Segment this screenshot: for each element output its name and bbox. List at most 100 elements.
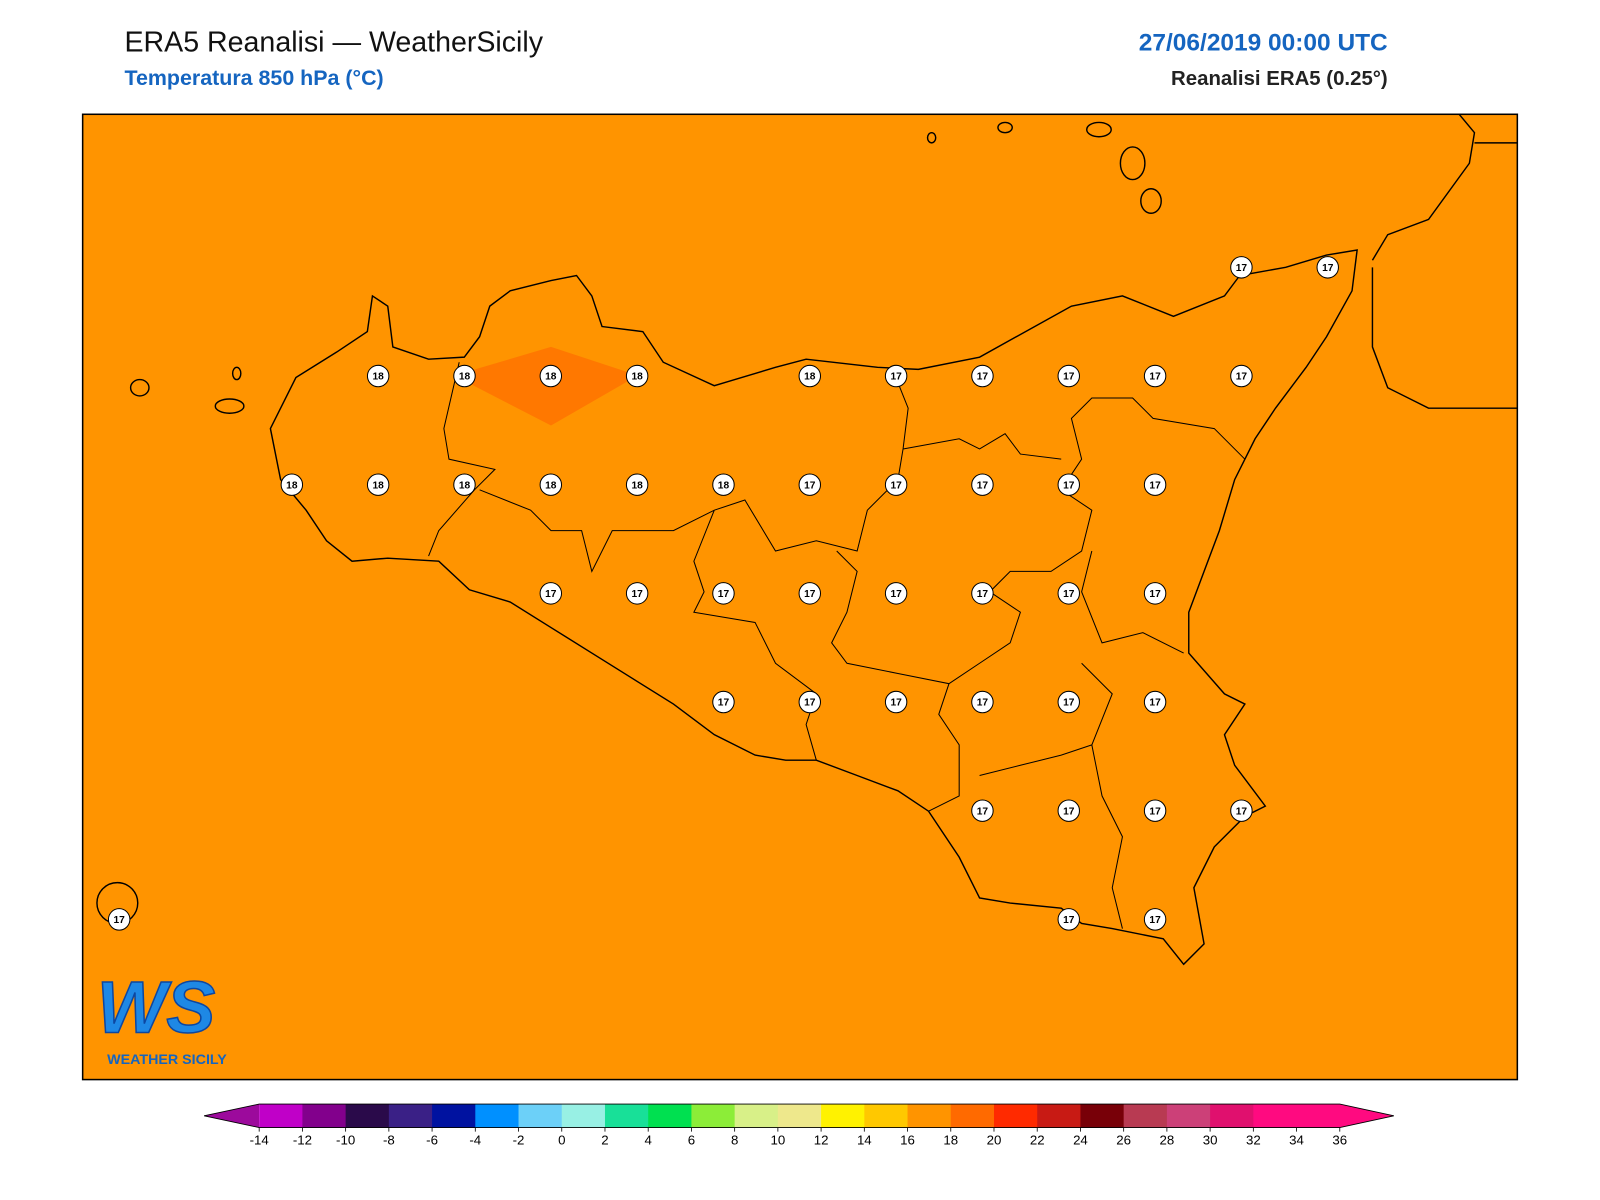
station-marker (971, 799, 994, 822)
station-value: 17 (977, 806, 989, 817)
station-marker (971, 690, 994, 714)
station-value: 17 (1236, 263, 1248, 274)
colorbar-segment (777, 1104, 822, 1128)
colorbar-segment (1080, 1104, 1125, 1128)
station-marker (884, 582, 908, 605)
station-value: 17 (1149, 480, 1161, 491)
station-marker (539, 364, 563, 388)
colorbar-segment (648, 1104, 692, 1128)
subtitle: Temperatura 850 hPa (°C) (124, 66, 383, 90)
colorbar-segment (518, 1104, 563, 1128)
stations: 17 17 18 18 18 18 18 17 17 17 17 17 18 18 18 18 18 18 17 17… (107, 256, 1339, 931)
station-value: 17 (545, 589, 557, 600)
colorbar-tick-label: 10 (770, 1132, 785, 1147)
colorbar-segment (864, 1104, 909, 1128)
station-marker (1230, 256, 1253, 279)
warm-patch (454, 346, 638, 426)
station-value: 17 (718, 698, 730, 709)
island (1119, 146, 1146, 181)
colorbar-segment (1210, 1104, 1254, 1128)
colorbar-segment (734, 1104, 779, 1128)
station-marker (1143, 908, 1167, 931)
station-marker (625, 364, 649, 388)
station-marker (884, 364, 908, 388)
station-marker (884, 690, 908, 714)
colorbar-segment (345, 1104, 390, 1128)
colorbar-segment (907, 1104, 952, 1128)
station-marker (107, 908, 131, 931)
station-value: 17 (804, 589, 816, 600)
sicily-coast (269, 249, 1358, 966)
province-borders (428, 362, 1246, 929)
station-value: 17 (890, 698, 902, 709)
colorbar-segment (691, 1104, 736, 1128)
logo-name: WEATHER SICILY (107, 1052, 227, 1068)
colorbar-segment (302, 1104, 347, 1128)
map-figure: ERA5 Reanalisi — WeatherSicily Temperatu… (81, 26, 1519, 1147)
island (214, 398, 245, 414)
colorbar-segment (604, 1104, 649, 1128)
station-value: 17 (1063, 806, 1075, 817)
station-marker (1057, 799, 1080, 822)
colorbar-segment (1296, 1104, 1341, 1128)
station-value: 17 (1236, 806, 1248, 817)
colorbar-tick-label: 4 (645, 1132, 652, 1147)
colorbar-tick-label: 16 (900, 1132, 915, 1147)
station-marker (1143, 582, 1167, 605)
colorbar-segment (950, 1104, 995, 1128)
colorbar-tick-label: 12 (814, 1132, 829, 1147)
colorbar-tick-label: 22 (1030, 1132, 1045, 1147)
colorbar-segment (432, 1104, 476, 1128)
station-marker (539, 582, 563, 605)
station-marker (712, 473, 735, 496)
station-marker (625, 582, 649, 605)
station-marker (971, 364, 994, 388)
colorbar-tick-label: 6 (688, 1132, 695, 1147)
map-frame (81, 113, 1519, 1081)
colorbar-tick-label: -12 (293, 1132, 312, 1147)
island (997, 121, 1013, 134)
colorbar-tick-label: 24 (1073, 1132, 1088, 1147)
calabria-coast (1371, 114, 1518, 409)
colorbar-tick-label: 2 (601, 1132, 608, 1147)
station-value: 17 (804, 480, 816, 491)
station-value: 17 (631, 589, 643, 600)
station-value: 18 (459, 372, 471, 383)
colorbar-tick-label: -6 (426, 1132, 438, 1147)
station-marker (1057, 364, 1080, 388)
station-marker (453, 473, 476, 496)
station-value: 17 (1322, 263, 1334, 274)
colorbar-extend-high (1339, 1104, 1394, 1128)
colorbar-segment (561, 1104, 606, 1128)
logo: WS WEATHER SICILY (96, 965, 227, 1068)
station-marker (1143, 364, 1167, 388)
station-value: 17 (114, 915, 126, 926)
station-marker (1316, 256, 1339, 279)
colorbar-tick-label: 30 (1203, 1132, 1218, 1147)
station-value: 17 (1149, 372, 1161, 383)
station-value: 17 (1063, 698, 1075, 709)
station-value: 17 (1063, 589, 1075, 600)
station-value: 17 (977, 589, 989, 600)
station-marker (1230, 364, 1253, 388)
station-marker (625, 473, 649, 496)
colorbar-segment (259, 1104, 303, 1128)
source: Reanalisi ERA5 (0.25°) (1171, 68, 1388, 90)
colorbar-segment (1123, 1104, 1168, 1128)
station-value: 17 (1149, 698, 1161, 709)
station-marker (1057, 582, 1080, 605)
colorbar-tick-label: -14 (250, 1132, 269, 1147)
island (231, 366, 242, 381)
colorbar-segment (1253, 1104, 1298, 1128)
station-value: 18 (372, 372, 384, 383)
colorbar: -14 -12 -10 -8 -6 -4 -2 0 2 4 6 8 10 12 14 16 18 20 22 24 26… (203, 1103, 1394, 1147)
station-value: 17 (1149, 589, 1161, 600)
island (926, 131, 937, 144)
island (1140, 188, 1162, 214)
station-marker (1057, 473, 1080, 496)
station-marker (1143, 473, 1167, 496)
station-marker (453, 364, 476, 388)
station-value: 17 (890, 589, 902, 600)
colorbar-tick-label: -10 (336, 1132, 355, 1147)
